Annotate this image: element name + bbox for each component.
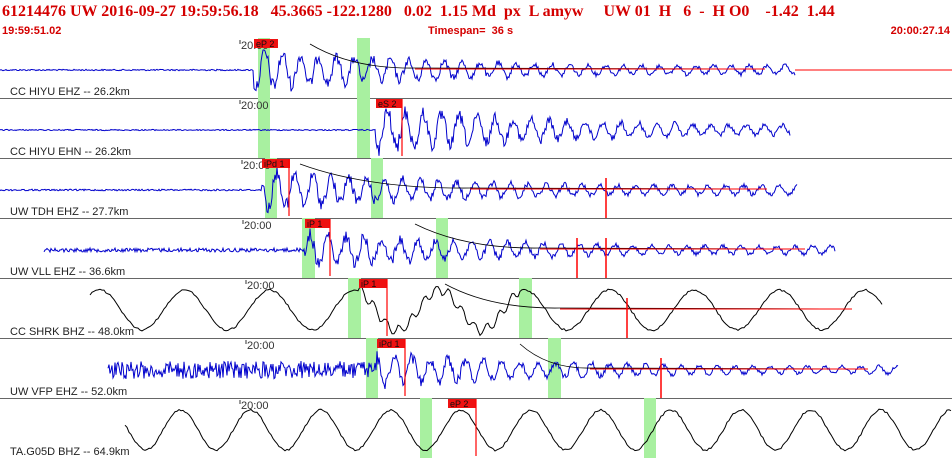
pick-window-highlight <box>436 218 448 278</box>
time-tick-label: 20:00 <box>247 340 275 352</box>
pick-flag[interactable] <box>376 99 402 108</box>
pick-label: iPd 1 <box>264 159 285 169</box>
waveform-trace <box>107 351 899 390</box>
pick-flag[interactable] <box>359 279 387 288</box>
pick-label: iP 1 <box>307 219 322 229</box>
coda-decay-curve <box>299 163 768 190</box>
waveform-trace <box>89 286 883 337</box>
trace-row: 20:00 iPd 1 UW VFP EHZ -- 52.0km <box>0 338 952 399</box>
station-label: UW TDH EHZ -- 27.7km <box>10 206 128 218</box>
time-tick-label: 20:00 <box>247 280 275 292</box>
pick-label: eP 2 <box>450 399 468 409</box>
time-tick-label: 20:00 <box>241 400 269 412</box>
start-time-label: 19:59:51.02 <box>2 25 62 37</box>
station-label: CC SHRK BHZ -- 48.0km <box>10 326 134 338</box>
pick-window-highlight <box>644 398 656 458</box>
time-tick-label: 20:00 <box>241 100 269 112</box>
station-label: CC HIYU EHN -- 26.2km <box>10 146 131 158</box>
pick-window-highlight <box>265 158 277 218</box>
pick-label: eP 2 <box>256 39 274 49</box>
station-label: TA.G05D BHZ -- 64.9km <box>10 446 130 458</box>
pick-flag[interactable] <box>377 339 405 348</box>
pick-label: iPd 1 <box>379 339 400 349</box>
pick-flag[interactable] <box>448 399 476 408</box>
pick-flag[interactable] <box>254 39 278 48</box>
waveform-trace <box>43 228 836 269</box>
station-label: UW VLL EHZ -- 36.6km <box>10 266 125 278</box>
coda-decay-curve <box>519 343 869 370</box>
trace-row: 20:00 iP 1 CC SHRK BHZ -- 48.0km <box>0 278 952 339</box>
time-tick-label: 20:00 <box>244 220 272 232</box>
pick-window-highlight <box>302 218 315 278</box>
pick-flag[interactable] <box>305 219 330 228</box>
pick-window-highlight <box>258 98 270 158</box>
pick-window-highlight <box>519 278 532 338</box>
coda-decay-curve <box>309 43 766 70</box>
trace-row: 20:00 eP 2 TA.G05D BHZ -- 64.9km <box>10 398 952 458</box>
trace-row: 20:00 iP 1 UW VLL EHZ -- 36.6km <box>0 218 952 279</box>
event-header: 61214476 UW 2016-09-27 19:59:56.18 45.36… <box>2 3 835 20</box>
pick-label: eS 2 <box>378 99 397 109</box>
pick-window-highlight <box>420 398 432 458</box>
coda-decay-curve <box>414 223 806 250</box>
waveform-trace <box>0 167 798 214</box>
station-label: UW VFP EHZ -- 52.0km <box>10 386 127 398</box>
pick-label: iP 1 <box>361 279 376 289</box>
pick-window-highlight <box>548 338 561 398</box>
pick-window-highlight <box>357 98 370 158</box>
seismogram-plot[interactable]: 20:00 eP 2 CC HIYU EHZ -- 26.2km 20:00 eS 2 C… <box>0 38 952 460</box>
pick-window-highlight <box>357 38 370 98</box>
coda-decay-curve <box>444 283 853 310</box>
pick-flag[interactable] <box>262 159 290 168</box>
waveform-trace <box>124 408 952 452</box>
timespan-label: Timespan= 36 s <box>428 25 514 37</box>
trace-row: 20:00 eS 2 CC HIYU EHN -- 26.2km <box>0 98 952 159</box>
waveform-trace <box>0 49 796 92</box>
end-time-label: 20:00:27.14 <box>890 25 950 37</box>
station-label: CC HIYU EHZ -- 26.2km <box>10 86 130 98</box>
waveform-trace <box>0 106 791 156</box>
pick-window-highlight <box>258 38 270 98</box>
pick-window-highlight <box>348 278 361 338</box>
